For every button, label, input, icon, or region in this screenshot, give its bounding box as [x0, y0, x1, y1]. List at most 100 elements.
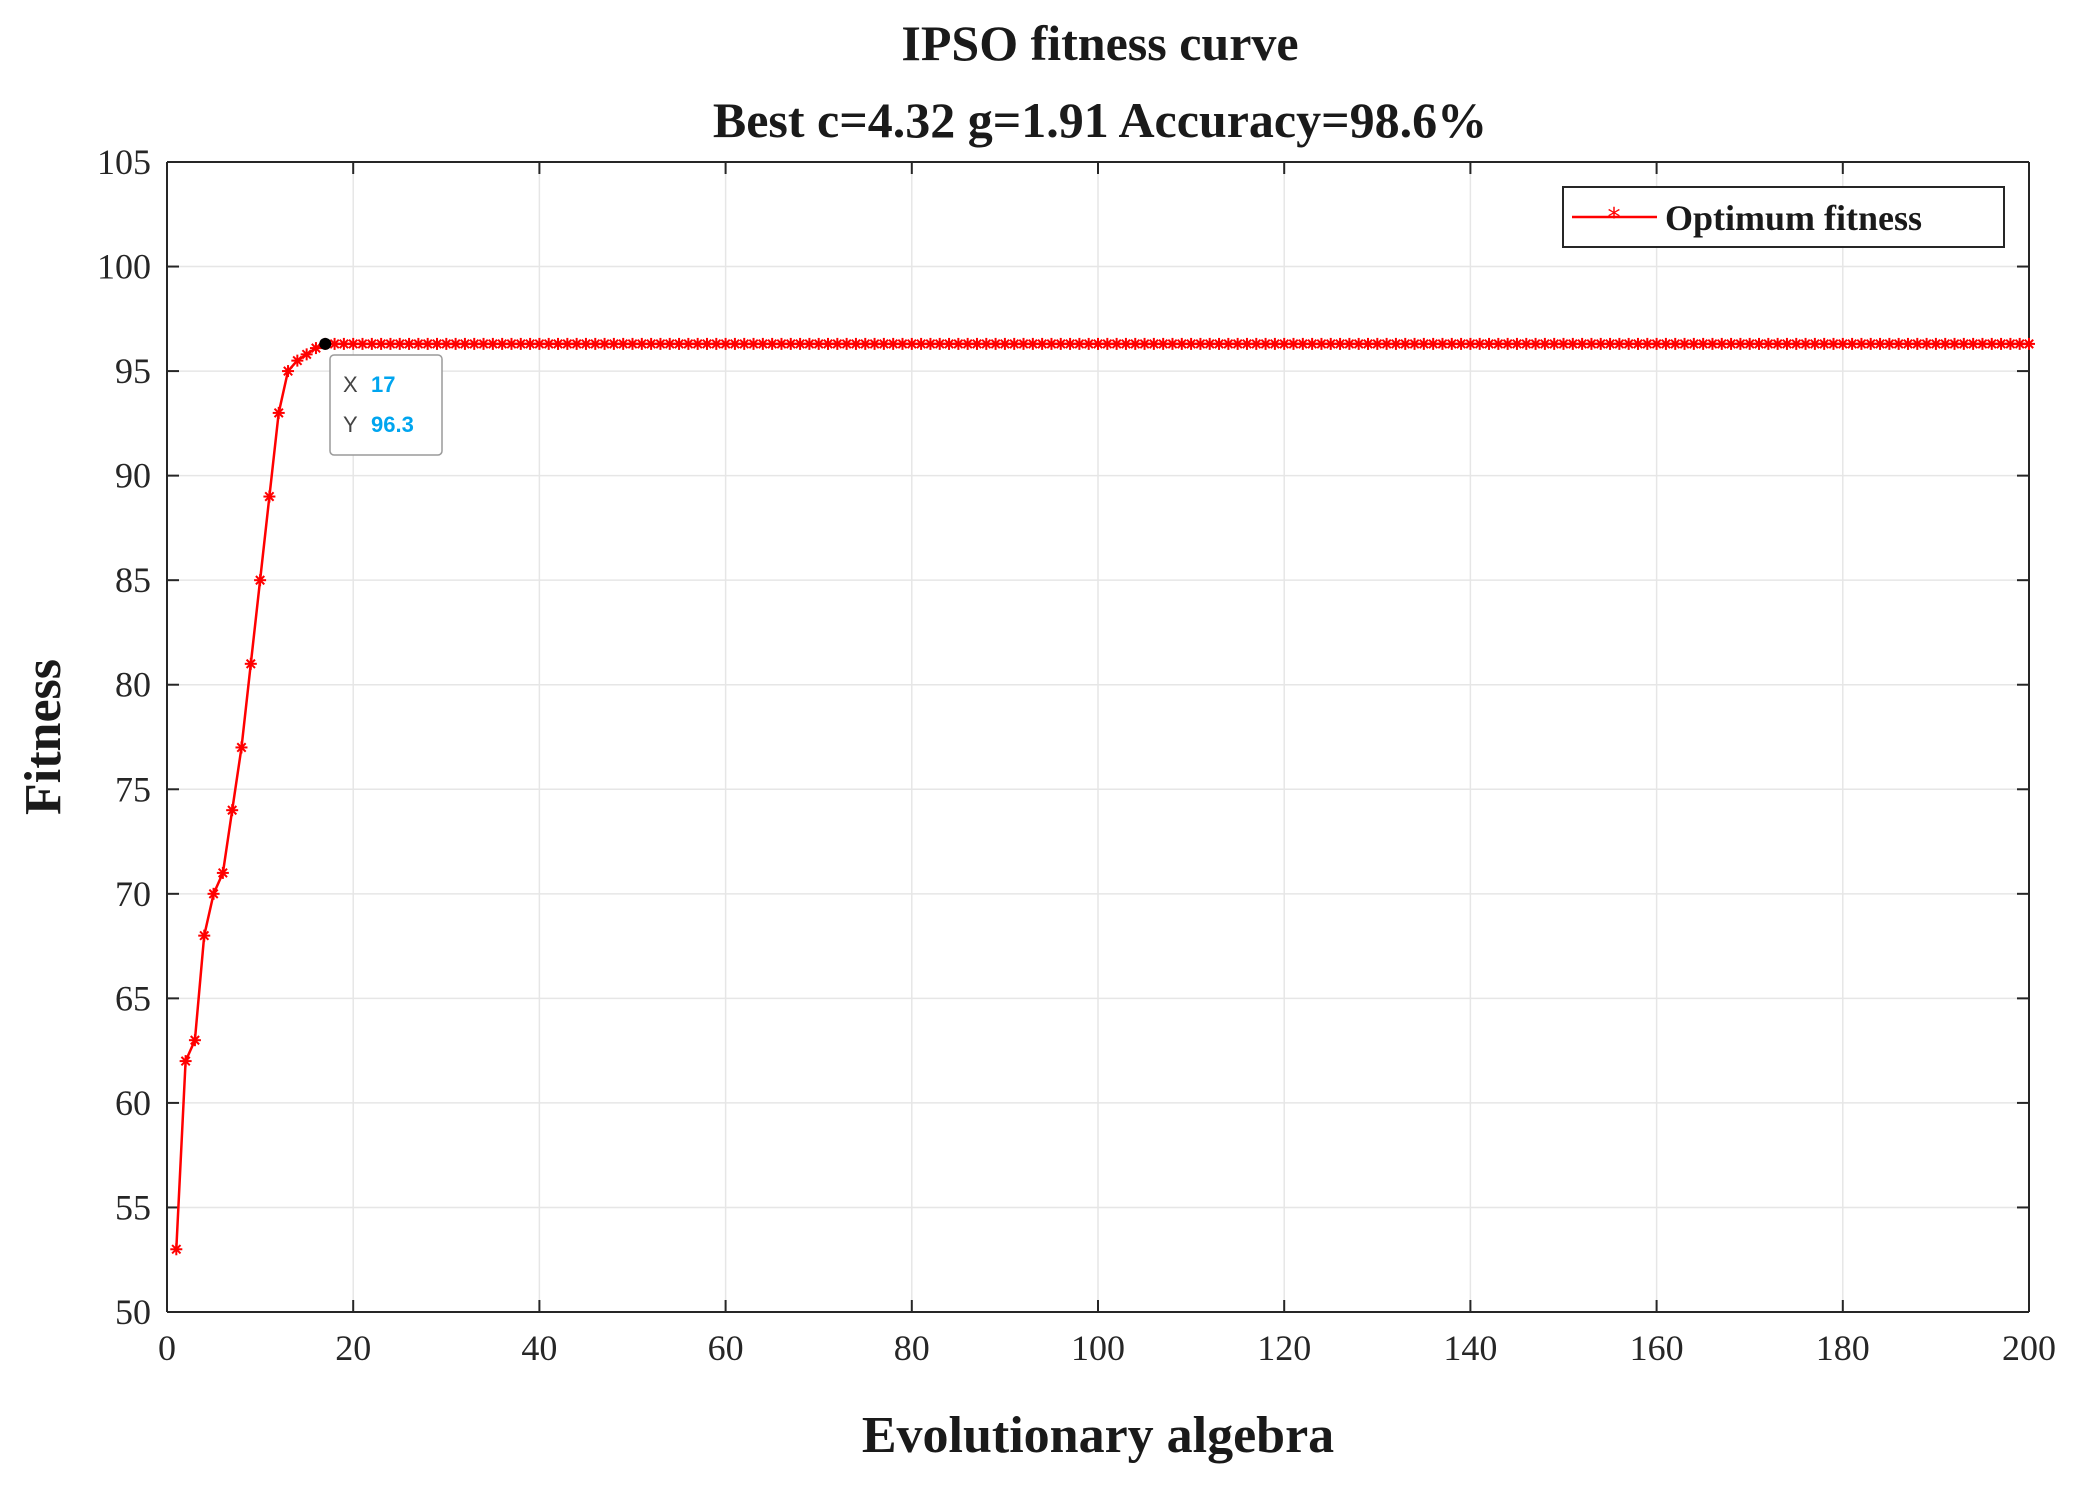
- data-point-marker: [849, 337, 862, 350]
- y-tick-label: 75: [115, 769, 151, 809]
- data-point-marker: [1166, 337, 1179, 350]
- data-point-marker: [1929, 337, 1942, 350]
- data-point-marker: [2023, 337, 2035, 350]
- legend-label: Optimum fitness: [1665, 198, 1922, 238]
- data-point-marker: [1650, 337, 1663, 350]
- data-point-marker: [1818, 337, 1831, 350]
- x-tick-label: 180: [1816, 1328, 1870, 1368]
- data-point-marker: [1343, 337, 1356, 350]
- datatip-y-key: Y: [343, 412, 358, 437]
- y-tick-label: 85: [115, 560, 151, 600]
- data-point-marker: [412, 337, 425, 350]
- data-point-marker: [421, 337, 434, 350]
- y-tick-label: 55: [115, 1187, 151, 1227]
- data-point-marker: [300, 348, 313, 361]
- data-point-marker: [524, 337, 537, 350]
- data-point-marker: [1268, 337, 1281, 350]
- data-point-marker: [207, 887, 220, 900]
- ticks: 0 20 40 60 80 100 120 140 160 180 200 50 55 60 65 70 75 8…: [97, 142, 2056, 1368]
- y-tick-label: 95: [115, 351, 151, 391]
- data-point-marker: [226, 804, 239, 817]
- data-point-marker: [1669, 337, 1682, 350]
- x-tick-label: 140: [1443, 1328, 1497, 1368]
- data-point-marker: [170, 1243, 183, 1256]
- data-point-marker: [1520, 337, 1533, 350]
- data-point-marker: [198, 929, 211, 942]
- datatip: X 17 Y 96.3: [319, 337, 443, 456]
- data-point-marker: [1380, 337, 1393, 350]
- data-point-marker: [179, 1055, 192, 1068]
- datatip-point: [319, 337, 332, 350]
- x-tick-label: 160: [1630, 1328, 1684, 1368]
- data-point-marker: [1138, 337, 1151, 350]
- y-tick-label: 65: [115, 978, 151, 1018]
- x-tick-label: 200: [2002, 1328, 2056, 1368]
- data-point-marker: [635, 337, 648, 350]
- data-point-marker: [1101, 337, 1114, 350]
- y-tick-label: 90: [115, 456, 151, 496]
- data-point-marker: [1836, 337, 1849, 350]
- y-tick-label: 50: [115, 1292, 151, 1332]
- data-point-marker: [244, 657, 257, 670]
- data-point-marker: [2004, 337, 2017, 350]
- data-point-marker: [663, 337, 676, 350]
- data-point-marker: [1846, 337, 1859, 350]
- data-point-marker: [822, 337, 835, 350]
- data-point-marker: [747, 337, 760, 350]
- series-optimum-fitness: [170, 337, 2035, 1256]
- data-point-marker: [1278, 337, 1291, 350]
- y-tick-label: 60: [115, 1083, 151, 1123]
- data-point-marker: [328, 337, 341, 350]
- data-point-marker: [1175, 337, 1188, 350]
- legend-marker-sample: *: [1608, 203, 1621, 233]
- x-tick-label: 20: [335, 1328, 371, 1368]
- chart-title: IPSO fitness curve: [901, 15, 1298, 71]
- data-point-marker: [1157, 337, 1170, 350]
- data-point-marker: [235, 741, 248, 754]
- data-point-marker: [980, 337, 993, 350]
- x-tick-label: 60: [708, 1328, 744, 1368]
- data-point-marker: [1036, 337, 1049, 350]
- data-point-marker: [1576, 337, 1589, 350]
- data-point-marker: [188, 1034, 201, 1047]
- data-point-marker: [263, 490, 276, 503]
- data-point-marker: [933, 337, 946, 350]
- data-point-marker: [1734, 337, 1747, 350]
- data-point-marker: [1622, 337, 1635, 350]
- datatip-y-value: 96.3: [371, 412, 414, 437]
- data-point-marker: [272, 406, 285, 419]
- data-point-marker: [337, 337, 350, 350]
- data-point-marker: [282, 365, 295, 378]
- data-point-marker: [1259, 337, 1272, 350]
- data-point-marker: [1753, 337, 1766, 350]
- datatip-x-key: X: [343, 372, 358, 397]
- data-point-marker: [1473, 337, 1486, 350]
- data-point-marker: [1315, 337, 1328, 350]
- data-point-marker: [1771, 337, 1784, 350]
- data-point-marker: [1399, 337, 1412, 350]
- data-point-marker: [1585, 337, 1598, 350]
- x-tick-label: 80: [894, 1328, 930, 1368]
- data-point-marker: [728, 337, 741, 350]
- data-point-marker: [1008, 337, 1021, 350]
- data-point-marker: [1464, 337, 1477, 350]
- x-tick-label: 100: [1071, 1328, 1125, 1368]
- data-point-marker: [1222, 337, 1235, 350]
- data-point-marker: [1911, 337, 1924, 350]
- data-point-marker: [1995, 337, 2008, 350]
- data-point-marker: [1073, 337, 1086, 350]
- data-point-marker: [1455, 337, 1468, 350]
- x-tick-label: 120: [1257, 1328, 1311, 1368]
- data-point-marker: [254, 574, 267, 587]
- data-point-marker: [533, 337, 546, 350]
- y-axis-label: Fitness: [15, 659, 72, 815]
- data-point-marker: [1427, 337, 1440, 350]
- data-point-marker: [1054, 337, 1067, 350]
- data-point-marker: [291, 354, 304, 367]
- datatip-box: [329, 354, 443, 456]
- data-point-marker: [477, 337, 490, 350]
- datatip-x-value: 17: [371, 372, 395, 397]
- data-point-marker: [1538, 337, 1551, 350]
- data-point-marker: [682, 337, 695, 350]
- x-tick-label: 40: [521, 1328, 557, 1368]
